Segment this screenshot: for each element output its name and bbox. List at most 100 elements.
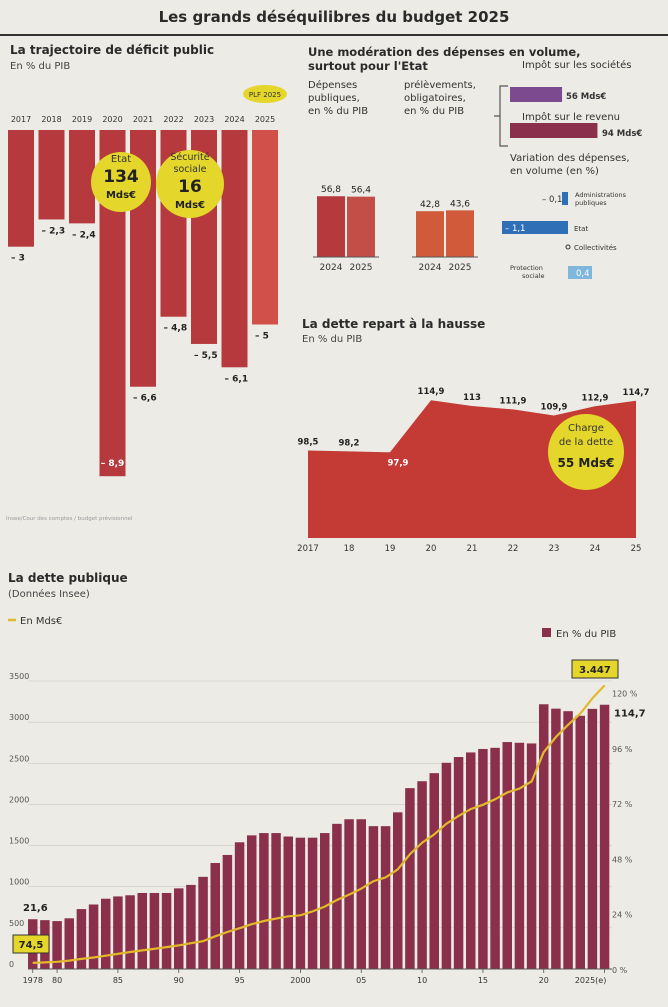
y-tick-right: 0 %	[612, 966, 628, 975]
page-header: Les grands déséquilibres du budget 2025	[0, 0, 668, 36]
deficit-bar	[252, 130, 278, 325]
deficit-year-label: 2021	[133, 115, 153, 124]
debt-pct-bar	[295, 837, 306, 969]
last-mds-box	[571, 659, 619, 679]
moderation-year-label: 2024	[320, 263, 343, 273]
debt-pct-bar	[137, 892, 147, 969]
deficit-bar	[38, 130, 65, 220]
x-tick-label: 95	[234, 976, 244, 985]
callout-secu-label-2: sociale	[174, 164, 207, 175]
variation-title-line1: Variation des dépenses,	[510, 152, 630, 164]
moderation-value-label: 43,6	[450, 199, 470, 209]
dette-year-label: 20	[426, 544, 437, 554]
debt-mds-line	[32, 684, 606, 964]
debt-pct-bar	[161, 892, 172, 969]
debt-pct-bar	[198, 876, 208, 969]
variation-cat: Collectivités	[574, 244, 617, 252]
debt-pct-bar	[526, 743, 537, 969]
debt-pct-bar	[466, 752, 476, 969]
callout-etat-unit: Mds€	[106, 190, 136, 201]
debt-pct-bar	[587, 708, 598, 969]
moderation-year-label: 2025	[449, 263, 472, 273]
callout-secu-unit: Mds€	[175, 200, 205, 211]
impots-label: Impôt sur les sociétés	[522, 59, 631, 71]
debt-pct-bar	[64, 918, 74, 969]
group1-label: Dépenses publiques, en % du PIB	[308, 79, 368, 117]
impots-bar	[510, 123, 598, 138]
callout-etat-circle	[91, 152, 151, 212]
dette-area-chart: La dette repart à la hausse En % du PIB …	[297, 317, 649, 554]
deficit-value-label: – 6,6	[133, 394, 157, 404]
moderation-bar	[317, 196, 345, 257]
moderation-year-label: 2025	[350, 263, 373, 273]
debt-pct-bar	[393, 812, 403, 969]
deficit-year-label: 2022	[163, 115, 183, 124]
dette-year-label: 23	[549, 544, 560, 554]
deficit-year-label: 2024	[224, 115, 244, 124]
moderation-bar	[446, 210, 474, 257]
moderation-value-label: 56,4	[351, 186, 371, 196]
dette-year-label: 18	[344, 544, 355, 554]
variation-value: – 1,1	[505, 224, 525, 234]
debt-pct-bar	[356, 819, 366, 969]
page-title: Les grands déséquilibres du budget 2025	[158, 8, 510, 26]
first-pct-label: 21,6	[23, 903, 48, 914]
x-tick-label: 85	[113, 976, 123, 985]
moderation-year-label: 2024	[419, 263, 442, 273]
y-tick-left: 1500	[9, 837, 29, 846]
deficit-source: Insee/Cour des comptes / budget prévisio…	[6, 515, 133, 522]
debt-pct-bar	[186, 884, 196, 969]
x-tick-label: 1978	[23, 976, 43, 985]
debt-pct-bar	[539, 704, 549, 969]
y-tick-right: 120 %	[612, 690, 638, 699]
x-tick-label: 2025(e)	[575, 976, 607, 985]
dette-value-label: 112,9	[582, 393, 609, 403]
legend-bar-label: En % du PIB	[556, 629, 616, 640]
deficit-year-label: 2018	[41, 115, 61, 124]
y-tick-left: 500	[9, 919, 24, 928]
moderation-value-label: 56,8	[321, 185, 341, 195]
y-tick-left: 2000	[9, 795, 29, 804]
variation-cat: Etat	[574, 225, 588, 233]
debt-pct-bar	[259, 833, 269, 969]
variation-cat: Administrations	[575, 191, 627, 199]
deficit-value-label: – 5,5	[194, 351, 218, 361]
variation-value: 0,4	[576, 269, 590, 279]
deficit-value-label: – 2,3	[42, 226, 66, 236]
debt-pct-bar	[222, 854, 233, 969]
callout-secu-label-1: Sécurité	[170, 152, 209, 163]
debt-pct-bar	[320, 833, 330, 969]
debt-pct-bar	[453, 757, 464, 969]
debt-pct-bar	[563, 711, 573, 969]
dp-subtitle: (Données Insee)	[8, 588, 90, 600]
x-tick-label: 90	[174, 976, 184, 985]
impots-bracket	[494, 85, 508, 147]
deficit-bar	[8, 130, 34, 247]
y-tick-left: 3000	[9, 713, 29, 722]
deficit-value-label: – 4,8	[164, 324, 188, 334]
debt-pct-bar	[575, 715, 585, 969]
debt-pct-bar	[551, 708, 561, 969]
debt-pct-bar	[113, 896, 123, 969]
callout-secu-value: 16	[178, 177, 202, 197]
debt-pct-bar	[247, 835, 257, 969]
moderation-bar	[347, 196, 375, 257]
dette-value-label: 113	[463, 393, 481, 403]
variation-cat: Protection	[510, 264, 543, 272]
dette-year-label: 24	[590, 544, 601, 554]
debt-pct-bar	[405, 788, 415, 969]
deficit-year-label: 2025	[255, 115, 275, 124]
debt-pct-bar	[174, 888, 184, 969]
x-tick-label: 10	[417, 976, 427, 985]
deficit-bar	[69, 130, 95, 224]
dette-callout-circle	[548, 414, 624, 490]
moderation-value-label: 42,8	[420, 200, 440, 210]
debt-pct-bar	[101, 898, 111, 969]
last-mds-label: 3.447	[579, 665, 611, 676]
deficit-year-label: 2017	[11, 115, 31, 124]
variation-cat: publiques	[575, 199, 607, 207]
moderation-title-line2: surtout pour l'Etat	[308, 59, 428, 73]
y-tick-right: 72 %	[612, 800, 633, 809]
deficit-year-label: 2023	[194, 115, 214, 124]
